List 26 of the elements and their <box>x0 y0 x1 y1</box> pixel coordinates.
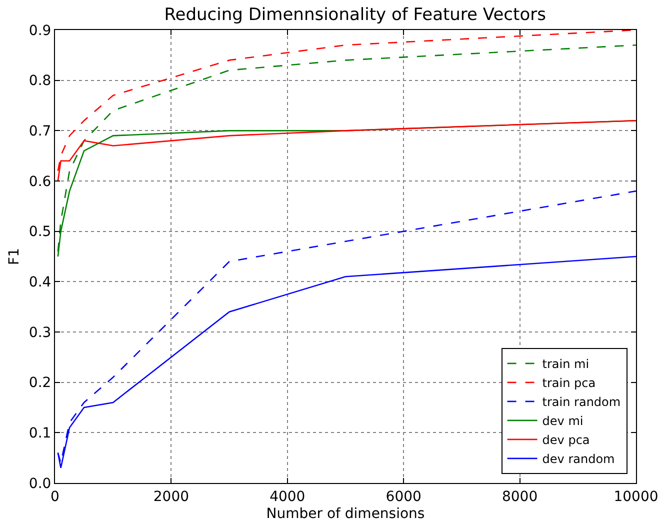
y-tick-label: 0.7 <box>28 124 52 140</box>
y-tick-label: 0.3 <box>28 324 52 341</box>
x-axis-title: Number of dimensions <box>266 506 425 522</box>
y-tick-label: 0.6 <box>28 174 52 190</box>
legend-label: dev mi <box>542 414 584 428</box>
legend-label: train mi <box>542 357 590 372</box>
x-tick-label: 2000 <box>153 488 190 505</box>
y-tick-label: 0.9 <box>28 22 52 39</box>
y-axis-title: F1 <box>6 248 23 265</box>
x-tick-label: 8000 <box>502 488 538 505</box>
y-tick-label: 0.2 <box>28 375 52 392</box>
legend-label: train pca <box>542 376 596 390</box>
legend-label: dev pca <box>542 433 590 448</box>
x-tick-label: 4000 <box>270 488 306 505</box>
y-tick-label: 0.0 <box>28 476 52 492</box>
line-series <box>57 44 636 252</box>
legend-label: train random <box>542 395 621 410</box>
y-tick-label: 0.8 <box>28 73 52 90</box>
x-tick-label: 6000 <box>386 488 422 505</box>
y-tick-label: 0.5 <box>28 224 52 240</box>
y-tick-label: 0.1 <box>28 426 52 442</box>
x-tick-label: 10000 <box>614 488 658 505</box>
chart-title: Reducing Dimennsionality of Feature Vectors <box>164 4 546 25</box>
y-tick-label: 0.4 <box>28 274 52 291</box>
x-tick-label: 0 <box>50 488 60 505</box>
legend-label: dev random <box>542 452 615 466</box>
